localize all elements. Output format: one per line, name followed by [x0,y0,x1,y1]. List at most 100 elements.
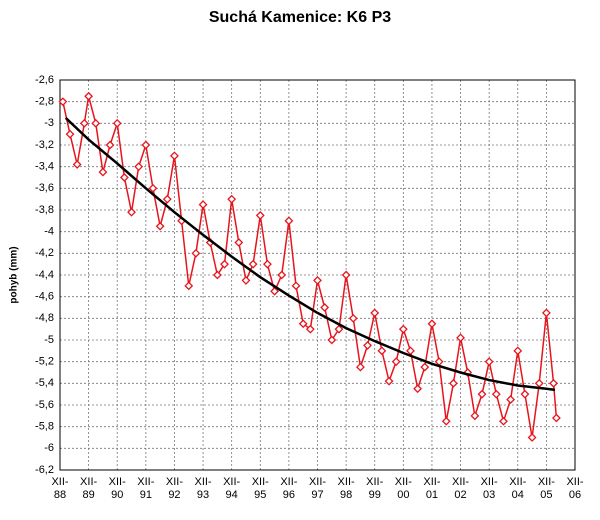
data-point [141,140,151,150]
data-point [448,378,458,388]
data-point [170,151,179,161]
data-point [377,346,387,356]
data-point [384,376,394,386]
data-point [491,389,501,399]
data-point [327,335,337,345]
data-point [234,238,244,247]
y-tick-label: -3,8 [35,204,54,216]
data-point [241,275,251,285]
y-tick-label: -5,6 [35,399,54,411]
data-point [334,324,344,334]
data-point [277,270,287,280]
data-point [355,362,365,372]
data-point [305,324,315,334]
x-tick-label: XII-90 [108,476,126,501]
data-point [420,362,430,372]
x-tick-label: XII-05 [537,476,555,501]
data-point [506,395,516,405]
data-point [291,281,301,291]
data-point [148,183,158,193]
data-point [363,340,372,350]
y-tick-label: -3,4 [35,161,54,173]
data-point [127,207,136,217]
data-point [551,413,561,423]
y-tick-label: -6 [44,442,54,454]
data-point [220,259,229,269]
x-tick-label: XII-99 [366,476,384,501]
data-point [406,346,415,356]
y-tick-label: -5,2 [35,356,54,368]
data-point [227,194,237,204]
x-tick-label: XII-97 [308,476,327,501]
y-tick-label: -5,8 [35,421,54,433]
x-tick-label: XII-95 [251,476,269,501]
y-tick-label: -3,2 [35,139,54,151]
x-tick-label: XII-98 [337,476,355,501]
data-point [348,313,358,323]
y-tick-label: -3 [44,117,54,129]
chart-title: Suchá Kamenice: K6 P3 [209,9,391,26]
series-line [62,96,558,438]
data-point [427,319,437,329]
data-point [84,91,94,101]
x-tick-label: XII-04 [509,476,527,501]
data-point [162,194,172,204]
data-point [134,162,144,172]
y-tick-label: -2,8 [35,96,54,108]
x-tick-label: XII-03 [480,476,498,501]
data-point [499,416,508,426]
data-point [284,216,294,226]
y-tick-label: -2,6 [35,74,54,86]
data-point [212,270,222,280]
data-point [65,129,75,139]
y-tick-label: -4 [44,226,54,238]
x-tick-label: XII-93 [194,476,212,501]
data-point [513,346,523,356]
data-point [441,416,451,426]
y-tick-label: -4,6 [35,291,54,303]
data-point [341,270,351,280]
data-point [398,324,408,334]
y-axis-label: pohyb (mm) [9,246,20,303]
data-point [413,384,423,394]
y-tick-label: -6,2 [35,464,54,476]
x-tick-label: XII-91 [137,476,155,501]
data-point [527,433,537,442]
data-point [119,173,129,182]
data-point [58,97,68,107]
data-point [298,319,308,329]
x-tick-label: XII-92 [165,476,183,501]
data-point [470,411,480,421]
x-tick-label: XII-06 [566,476,584,501]
plot-frame [59,79,576,471]
x-tick-label: XII-00 [394,476,412,501]
data-point [270,286,280,296]
x-tick-label: XII-89 [80,476,98,501]
data-point [370,308,380,318]
y-tick-label: -3,6 [35,182,54,194]
data-point [184,281,194,291]
x-tick-label: XII-02 [451,476,470,501]
y-tick-label: -5 [44,334,54,346]
y-tick-label: -4,4 [35,269,54,281]
series-line [64,117,556,392]
data-point [534,378,544,388]
data-point [541,308,551,318]
data-point [79,118,89,128]
data-point [549,378,558,388]
y-tick-label: -5,4 [35,377,54,389]
data-point [456,333,465,343]
data-point [313,275,322,285]
data-point [520,389,530,399]
data-point [198,200,208,210]
data-point [98,167,108,177]
data-point [484,357,494,367]
data-point [263,259,272,269]
data-point [248,259,258,269]
x-tick-label: XII-01 [423,476,441,501]
data-point [72,160,82,169]
y-tick-label: -4,8 [35,312,54,324]
y-tick-label: -4,2 [35,247,54,259]
